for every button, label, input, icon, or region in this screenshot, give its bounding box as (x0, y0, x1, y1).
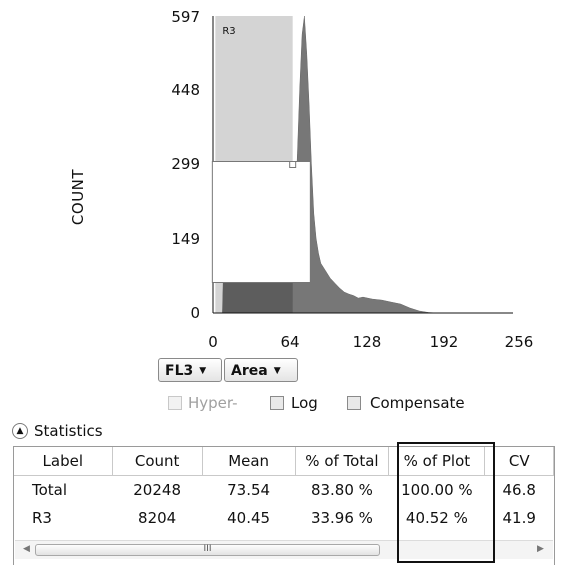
hyper-label: Hyper- (188, 394, 238, 412)
y-tick-label: 299 (171, 155, 200, 173)
measure-dropdown[interactable]: Area ▼ (224, 358, 298, 382)
table-header-row: Label Count Mean % of Total % of Plot CV (14, 447, 554, 476)
scrollbar-thumb[interactable]: III (35, 544, 380, 556)
statistics-table: Label Count Mean % of Total % of Plot CV… (13, 446, 555, 565)
column-header-percent-total[interactable]: % of Total (295, 447, 390, 476)
cell-percent-plot: 40.52 % (405, 509, 468, 527)
horizontal-scrollbar[interactable]: ◀ III ▶ (15, 540, 553, 559)
cell-mean: 73.54 (227, 481, 271, 499)
histogram-plot[interactable]: R3 (0, 0, 570, 330)
region-right-handle[interactable] (289, 161, 297, 168)
measure-dropdown-value: Area (231, 363, 268, 379)
x-tick-label: 256 (504, 333, 534, 351)
column-header-cv[interactable]: CV (484, 447, 554, 476)
cell-count: 20248 (133, 481, 181, 499)
log-checkbox[interactable] (270, 396, 284, 410)
cell-mean: 40.45 (227, 509, 271, 527)
channel-dropdown-value: FL3 (165, 363, 194, 379)
y-axis-label: COUNT (69, 168, 88, 226)
cell-percent-plot: 100.00 % (401, 481, 473, 499)
cell-count: 8204 (138, 509, 177, 527)
log-label: Log (291, 394, 318, 412)
collapse-chevron-icon[interactable]: ▲ (12, 423, 28, 439)
chevron-down-icon: ▼ (273, 366, 281, 376)
x-tick-label: 0 (208, 333, 218, 351)
table-row[interactable]: R3 8204 40.45 33.96 % 40.52 % 41.9 (14, 504, 554, 532)
cell-percent-total: 33.96 % (310, 509, 373, 527)
scroll-right-icon[interactable]: ▶ (537, 544, 544, 554)
cell-percent-total: 83.80 % (310, 481, 373, 499)
compensate-checkbox[interactable] (347, 396, 361, 410)
scroll-grip: III (203, 544, 212, 554)
y-tick-label: 149 (171, 230, 200, 248)
column-header-percent-plot[interactable]: % of Plot (388, 447, 486, 476)
cell-cv: 46.8 (502, 481, 536, 499)
table-row[interactable]: Total 20248 73.54 83.80 % 100.00 % 46.8 (14, 476, 554, 505)
column-header-label[interactable]: Label (14, 447, 113, 476)
x-tick-label: 192 (429, 333, 459, 351)
hyper-checkbox[interactable] (168, 396, 182, 410)
chevron-down-icon: ▼ (199, 366, 207, 376)
column-header-count[interactable]: Count (112, 447, 203, 476)
x-tick-label: 128 (352, 333, 382, 351)
y-tick-label: 0 (190, 304, 200, 322)
x-tick-label: 64 (280, 333, 300, 351)
cell-cv: 41.9 (502, 509, 536, 527)
column-header-mean[interactable]: Mean (202, 447, 296, 476)
channel-dropdown[interactable]: FL3 ▼ (158, 358, 222, 382)
statistics-title: Statistics (34, 422, 103, 440)
cell-label: Total (32, 481, 68, 499)
y-tick-label: 597 (171, 8, 200, 26)
region-label: R3 (222, 26, 235, 37)
scroll-left-icon[interactable]: ◀ (23, 544, 30, 554)
cell-label: R3 (32, 509, 52, 527)
y-tick-label: 448 (171, 81, 200, 99)
compensate-label: Compensate (370, 394, 465, 412)
